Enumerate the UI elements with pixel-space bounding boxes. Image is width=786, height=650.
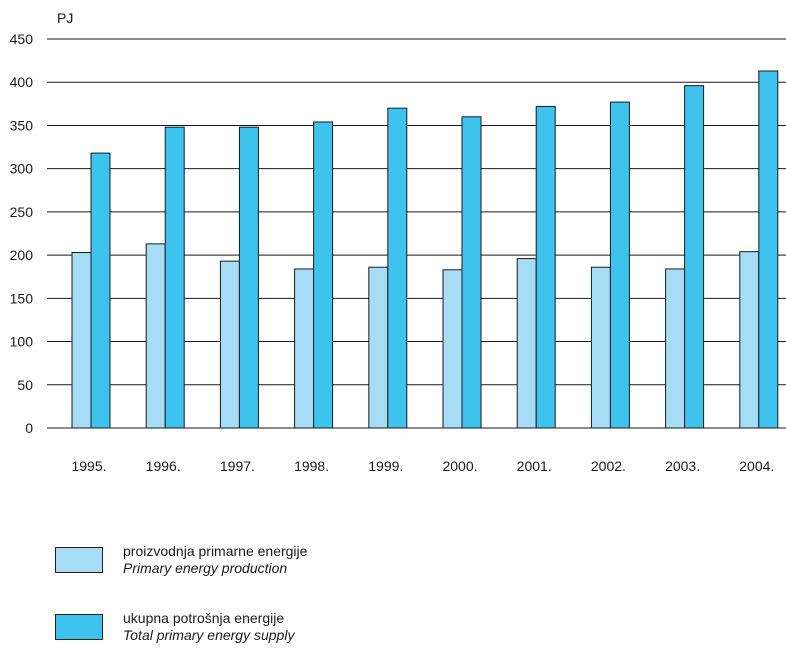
legend-swatch-production xyxy=(55,547,103,573)
y-tick-label: 100 xyxy=(10,334,34,350)
bar-supply xyxy=(461,116,482,429)
y-tick-label: 150 xyxy=(10,290,34,306)
x-tick-label: 1998. xyxy=(294,458,329,474)
y-tick-label: 0 xyxy=(25,420,33,436)
bar-production xyxy=(145,243,166,429)
x-axis-ticks: 1995. 1996. 1997. 1998. 1999. 2000. 2001. 2002.… xyxy=(71,458,774,474)
y-axis-label: PJ xyxy=(57,10,73,26)
x-tick-label: 1995. xyxy=(71,458,106,474)
bars xyxy=(71,70,779,429)
legend-label-supply-en: Total primary energy supply xyxy=(123,627,295,643)
legend-label-production-en: Primary energy production xyxy=(123,560,288,576)
bar-supply xyxy=(387,107,408,429)
bar-production xyxy=(665,268,686,429)
x-tick-label: 2003. xyxy=(665,458,700,474)
y-tick-label: 250 xyxy=(10,204,34,220)
y-tick-label: 200 xyxy=(10,247,34,263)
x-tick-label: 1996. xyxy=(146,458,181,474)
x-tick-label: 2004. xyxy=(739,458,774,474)
bar-production xyxy=(516,258,537,429)
bar-supply xyxy=(238,126,259,429)
bar-production xyxy=(368,266,389,429)
bar-production xyxy=(442,269,463,429)
y-axis-ticks: 0 50 100 150 200 250 300 350 400 450 xyxy=(10,31,34,436)
legend-label-production: proizvodnja primarne energije xyxy=(123,543,308,559)
bar-supply xyxy=(684,85,705,429)
x-tick-label: 2001. xyxy=(517,458,552,474)
y-tick-label: 50 xyxy=(17,377,33,393)
bar-supply xyxy=(609,101,630,429)
y-tick-label: 350 xyxy=(10,117,34,133)
bar-production xyxy=(739,251,760,429)
legend-label-supply: ukupna potrošnja energije xyxy=(123,610,285,626)
legend-text-supply: ukupna potrošnja energije Total primary … xyxy=(123,610,294,644)
x-tick-label: 1999. xyxy=(368,458,403,474)
x-tick-label: 1997. xyxy=(220,458,255,474)
bar-supply xyxy=(535,105,556,429)
bar-production xyxy=(294,268,315,429)
bar-supply xyxy=(164,126,185,429)
x-tick-label: 2000. xyxy=(442,458,477,474)
bar-supply xyxy=(758,70,779,429)
y-tick-label: 400 xyxy=(10,74,34,90)
x-tick-label: 2002. xyxy=(591,458,626,474)
bar-production xyxy=(219,260,240,429)
bar-production xyxy=(71,252,92,429)
bar-supply xyxy=(90,152,111,429)
legend-text-production: proizvodnja primarne energije Primary en… xyxy=(123,543,307,577)
y-tick-label: 300 xyxy=(10,161,34,177)
legend-swatch-supply xyxy=(55,614,103,640)
y-tick-label: 450 xyxy=(10,31,34,47)
bar-production xyxy=(590,266,611,429)
bar-supply xyxy=(313,121,334,429)
